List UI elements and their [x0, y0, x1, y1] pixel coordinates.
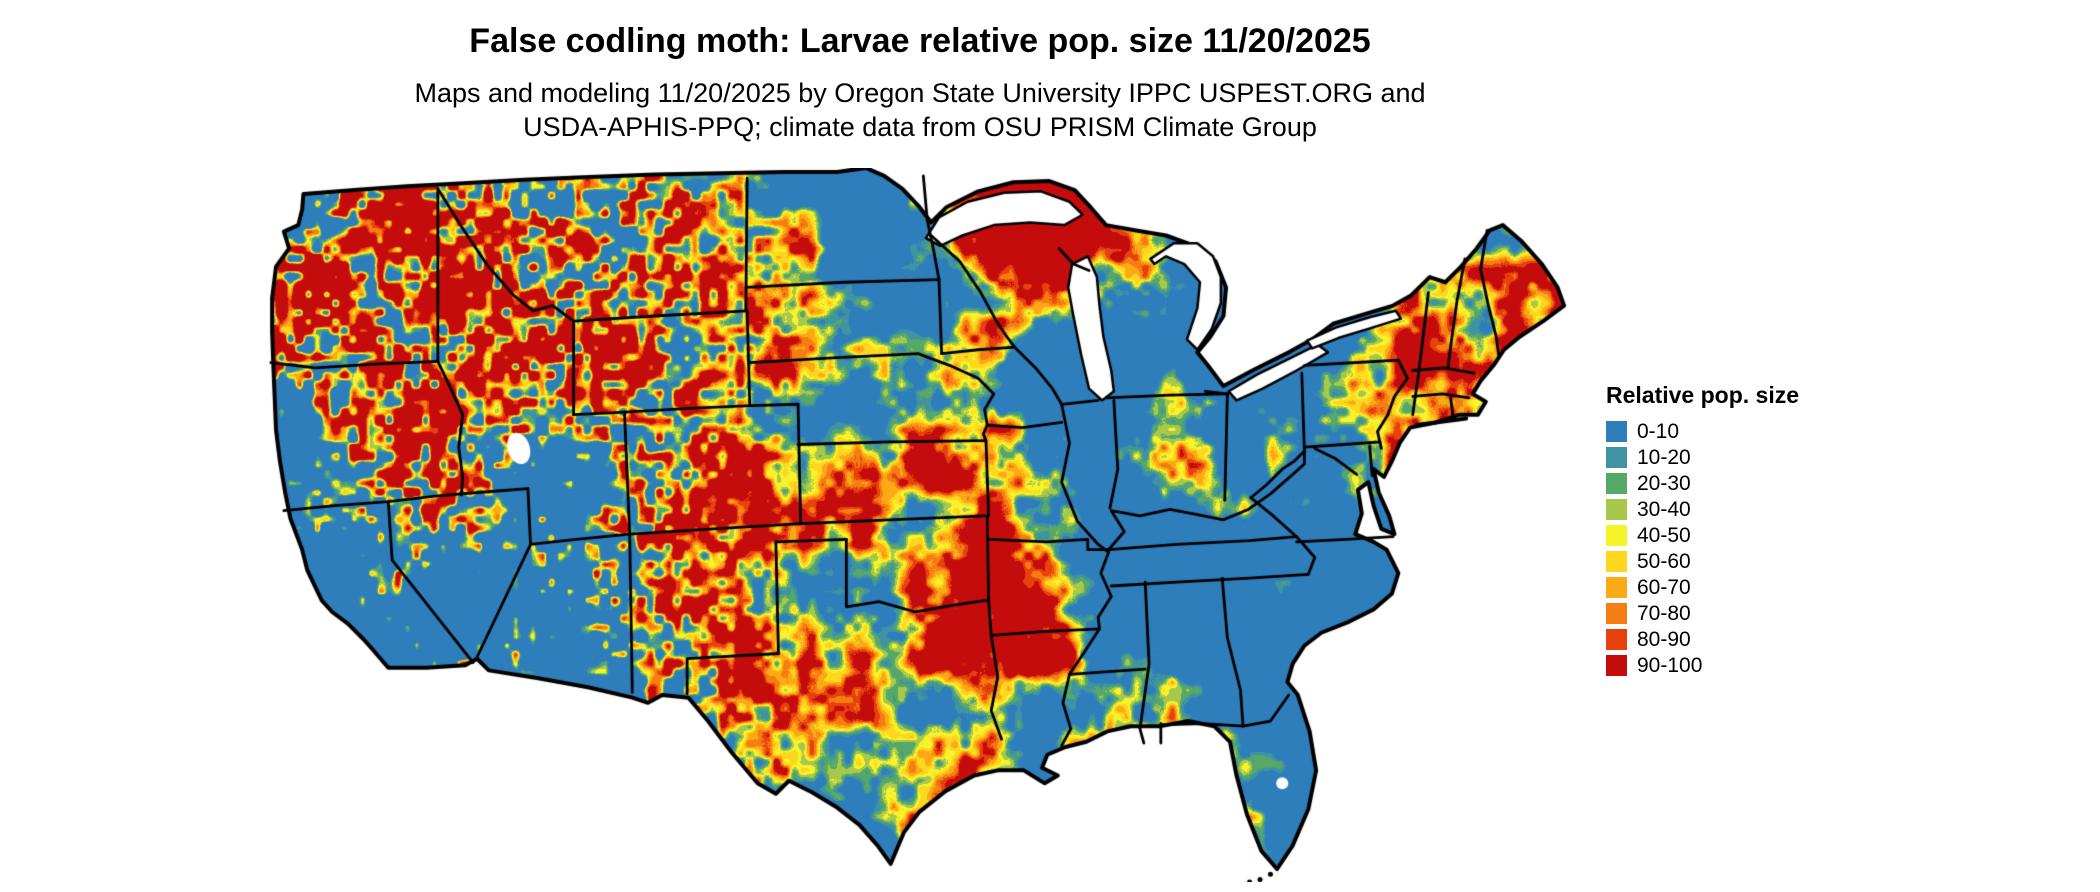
legend-swatch — [1606, 629, 1627, 650]
legend-item-label: 20-30 — [1637, 472, 1691, 495]
legend-swatch — [1606, 655, 1627, 676]
legend-item: 70-80 — [1606, 603, 1886, 624]
legend-item: 30-40 — [1606, 499, 1886, 520]
legend-item-label: 90-100 — [1637, 654, 1703, 677]
legend-item-label: 80-90 — [1637, 628, 1691, 651]
map-legend: Relative pop. size 0-10 10-20 20-30 30-40 40… — [1606, 382, 1886, 681]
map-subtitle-line2: USDA-APHIS-PPQ; climate data from OSU PR… — [523, 111, 1317, 142]
map-subtitle-line1: Maps and modeling 11/20/2025 by Oregon S… — [414, 78, 1426, 109]
legend-swatch — [1606, 551, 1627, 572]
legend-item: 60-70 — [1606, 577, 1886, 598]
legend-swatch — [1606, 525, 1627, 546]
map-title: False codling moth: Larvae relative pop.… — [469, 22, 1371, 60]
legend-swatch — [1606, 473, 1627, 494]
map-subtitle: Maps and modeling 11/20/2025 by Oregon S… — [260, 77, 1580, 145]
legend-swatch — [1606, 577, 1627, 598]
legend-item: 90-100 — [1606, 655, 1886, 676]
legend-swatch — [1606, 447, 1627, 468]
legend-swatch — [1606, 499, 1627, 520]
legend-item-label: 60-70 — [1637, 576, 1691, 599]
map — [263, 168, 1568, 882]
legend-item-label: 30-40 — [1637, 498, 1691, 521]
figure-header: False codling moth: Larvae relative pop.… — [260, 22, 1580, 145]
legend-item: 50-60 — [1606, 551, 1886, 572]
legend-items: 0-10 10-20 20-30 30-40 40-50 50-60 60-70 70-80 8… — [1606, 421, 1886, 676]
legend-swatch — [1606, 421, 1627, 442]
legend-item: 20-30 — [1606, 473, 1886, 494]
legend-item-label: 70-80 — [1637, 602, 1691, 625]
legend-item: 10-20 — [1606, 447, 1886, 468]
legend-item-label: 50-60 — [1637, 550, 1691, 573]
legend-item: 80-90 — [1606, 629, 1886, 650]
legend-title: Relative pop. size — [1606, 382, 1800, 408]
legend-item-label: 0-10 — [1637, 420, 1680, 443]
us-map-canvas — [263, 168, 1568, 882]
legend-item-label: 10-20 — [1637, 446, 1691, 469]
legend-item: 40-50 — [1606, 525, 1886, 546]
legend-swatch — [1606, 603, 1627, 624]
legend-item-label: 40-50 — [1637, 524, 1691, 547]
legend-item: 0-10 — [1606, 421, 1886, 442]
